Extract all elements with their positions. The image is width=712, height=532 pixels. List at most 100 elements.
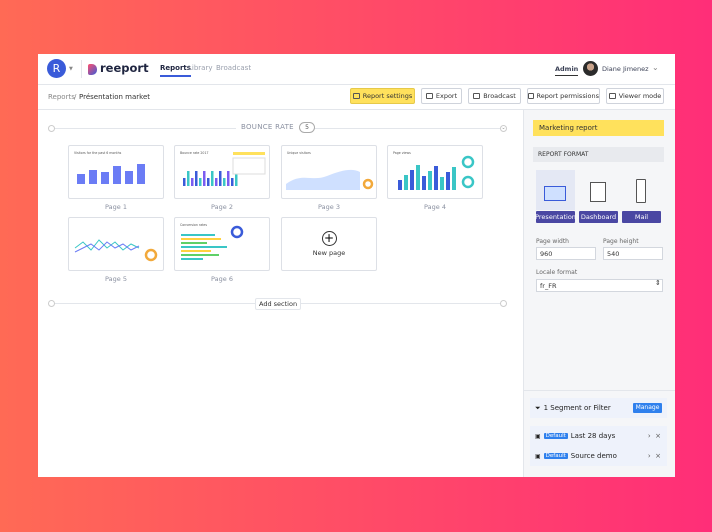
thumb-box	[232, 157, 266, 175]
toolbar-button[interactable]: Export	[421, 88, 462, 104]
filter-header: ⏷ 1 Segment or Filter	[530, 398, 667, 418]
thumb-bar	[113, 166, 121, 184]
thumbnail-preview: Conversion rates	[180, 223, 244, 260]
thumb-line	[74, 241, 140, 253]
thumb-bar	[219, 171, 222, 186]
thumb-bar	[235, 171, 238, 186]
thumb-bar	[452, 167, 456, 190]
page-label: Page 4	[424, 203, 446, 211]
thumb-bar	[181, 238, 221, 240]
filter-item[interactable]: ▣ Default Source demo › ×	[530, 446, 667, 466]
section-toggle[interactable]: ⌄	[500, 125, 507, 132]
page-thumbnail[interactable]: Unique visitors	[281, 145, 377, 199]
thumb-bar	[181, 242, 207, 244]
button-label: Report permissions	[536, 92, 600, 100]
thumb-bar	[89, 170, 97, 184]
page-label: Page 1	[105, 203, 127, 211]
select-arrows: ⇕	[655, 279, 661, 287]
filter-item[interactable]: ▣ Default Last 28 days › ×	[530, 426, 667, 446]
thumbnail-preview	[74, 239, 158, 262]
page-thumbnail[interactable]	[68, 217, 164, 271]
thumb-line	[74, 239, 140, 251]
thumb-bar	[183, 178, 186, 186]
thumbnail-preview: Page views	[393, 151, 475, 190]
section-handle[interactable]	[48, 125, 55, 132]
format-heading: REPORT FORMAT	[533, 147, 664, 162]
button-label: Report settings	[362, 92, 413, 100]
dashboard-icon[interactable]	[590, 182, 606, 202]
thumb-bar	[101, 172, 109, 184]
thumb-bar	[181, 258, 203, 260]
toolbar-button[interactable]: Broadcast	[468, 88, 521, 104]
role[interactable]: Admin	[555, 65, 579, 76]
toolbar-border	[38, 109, 675, 110]
add-section[interactable]: Add section	[255, 298, 302, 310]
thumb-strip	[233, 152, 265, 155]
thumb-bar	[199, 178, 202, 186]
page-width-input[interactable]: 960	[536, 247, 596, 260]
thumb-bar	[137, 164, 145, 184]
breadcrumb-root[interactable]: Reports	[48, 93, 75, 101]
page-thumbnail[interactable]: Page views	[387, 145, 483, 199]
thumbnail-caption: Page views	[393, 151, 411, 155]
nav-item[interactable]: Reports	[160, 64, 191, 77]
page-thumbnail[interactable]: Visitors for the past 6 months	[68, 145, 164, 199]
thumbnail-preview: Unique visitors	[286, 151, 374, 190]
section-count: 5	[299, 122, 315, 133]
page-thumbnail[interactable]: Conversion rates	[174, 217, 270, 271]
thumb-bar	[77, 174, 85, 184]
toolbar-button[interactable]: Viewer mode	[606, 88, 664, 104]
thumb-bar	[181, 234, 215, 236]
plus-icon: +	[321, 231, 337, 246]
nav-item[interactable]: Broadcast	[216, 64, 252, 72]
new-page[interactable]: + New page	[281, 217, 377, 271]
format-button[interactable]: Dashboard	[579, 211, 618, 223]
thumb-bar	[227, 171, 230, 186]
chevron[interactable]: ⌄	[652, 63, 659, 72]
mail-icon[interactable]	[636, 179, 646, 203]
field-label: Page height	[603, 238, 639, 245]
presentation-icon[interactable]	[544, 186, 566, 201]
filter-title: 1 Segment or Filter	[543, 404, 611, 412]
thumb-bar	[181, 254, 219, 256]
thumb-bar	[446, 172, 450, 190]
section-handle	[500, 300, 507, 307]
nav-item[interactable]: Library	[188, 64, 213, 72]
breadcrumb-current: Présentation market	[79, 93, 151, 101]
format-button[interactable]: Presentation	[535, 211, 576, 223]
page-label: Page 2	[211, 203, 233, 211]
page-height-input[interactable]: 540	[603, 247, 663, 260]
toolbar-button[interactable]: Report permissions	[527, 88, 600, 104]
caret[interactable]: ▼	[69, 66, 73, 72]
avatar[interactable]	[583, 61, 598, 76]
thumb-bar	[195, 171, 198, 186]
panel-divider	[524, 390, 675, 391]
thumbnail-preview: Visitors for the past 6 months	[74, 151, 145, 184]
field-label: Page width	[536, 238, 569, 245]
side-panel	[523, 110, 675, 477]
thumb-donut	[230, 225, 244, 239]
toolbar-button[interactable]: Report settings	[350, 88, 415, 104]
thumbnail-caption: Bounce rate 2017	[180, 151, 209, 155]
format-button[interactable]: Mail	[622, 211, 661, 223]
page-label: Page 5	[105, 275, 127, 283]
logo[interactable]: R	[47, 59, 66, 78]
thumb-bar	[125, 171, 133, 184]
thumb-donut	[144, 248, 158, 262]
thumb-bar	[181, 246, 227, 248]
user-name[interactable]: Diane Jimenez	[602, 65, 649, 73]
page-thumbnail[interactable]: Bounce rate 2017	[174, 145, 270, 199]
locale-select[interactable]: fr_FR	[536, 279, 663, 292]
thumb-bar	[203, 171, 206, 186]
thumb-bar	[181, 250, 211, 252]
thumb-donut	[461, 175, 475, 189]
section-title: BOUNCE RATE	[236, 123, 299, 131]
filter-tag: Default	[543, 433, 568, 439]
header-border	[38, 84, 675, 85]
manage-button[interactable]: Manage	[633, 403, 662, 413]
thumbnail-preview: Bounce rate 2017	[180, 151, 266, 186]
thumb-bar	[434, 166, 438, 190]
thumb-bar	[187, 171, 190, 186]
thumb-bar	[398, 180, 402, 190]
filter-label: Source demo	[570, 452, 617, 460]
